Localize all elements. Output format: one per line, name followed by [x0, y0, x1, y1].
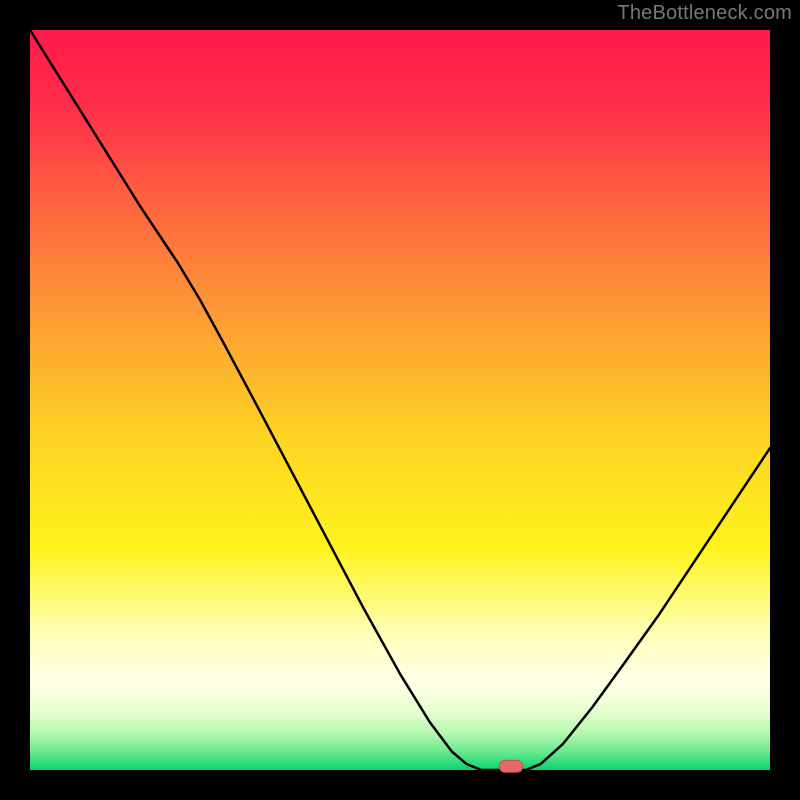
bottleneck-chart: [0, 0, 800, 800]
optimum-marker: [499, 760, 523, 772]
watermark-label: TheBottleneck.com: [617, 2, 792, 25]
plot-background: [30, 30, 770, 770]
chart-container: TheBottleneck.com: [0, 0, 800, 800]
